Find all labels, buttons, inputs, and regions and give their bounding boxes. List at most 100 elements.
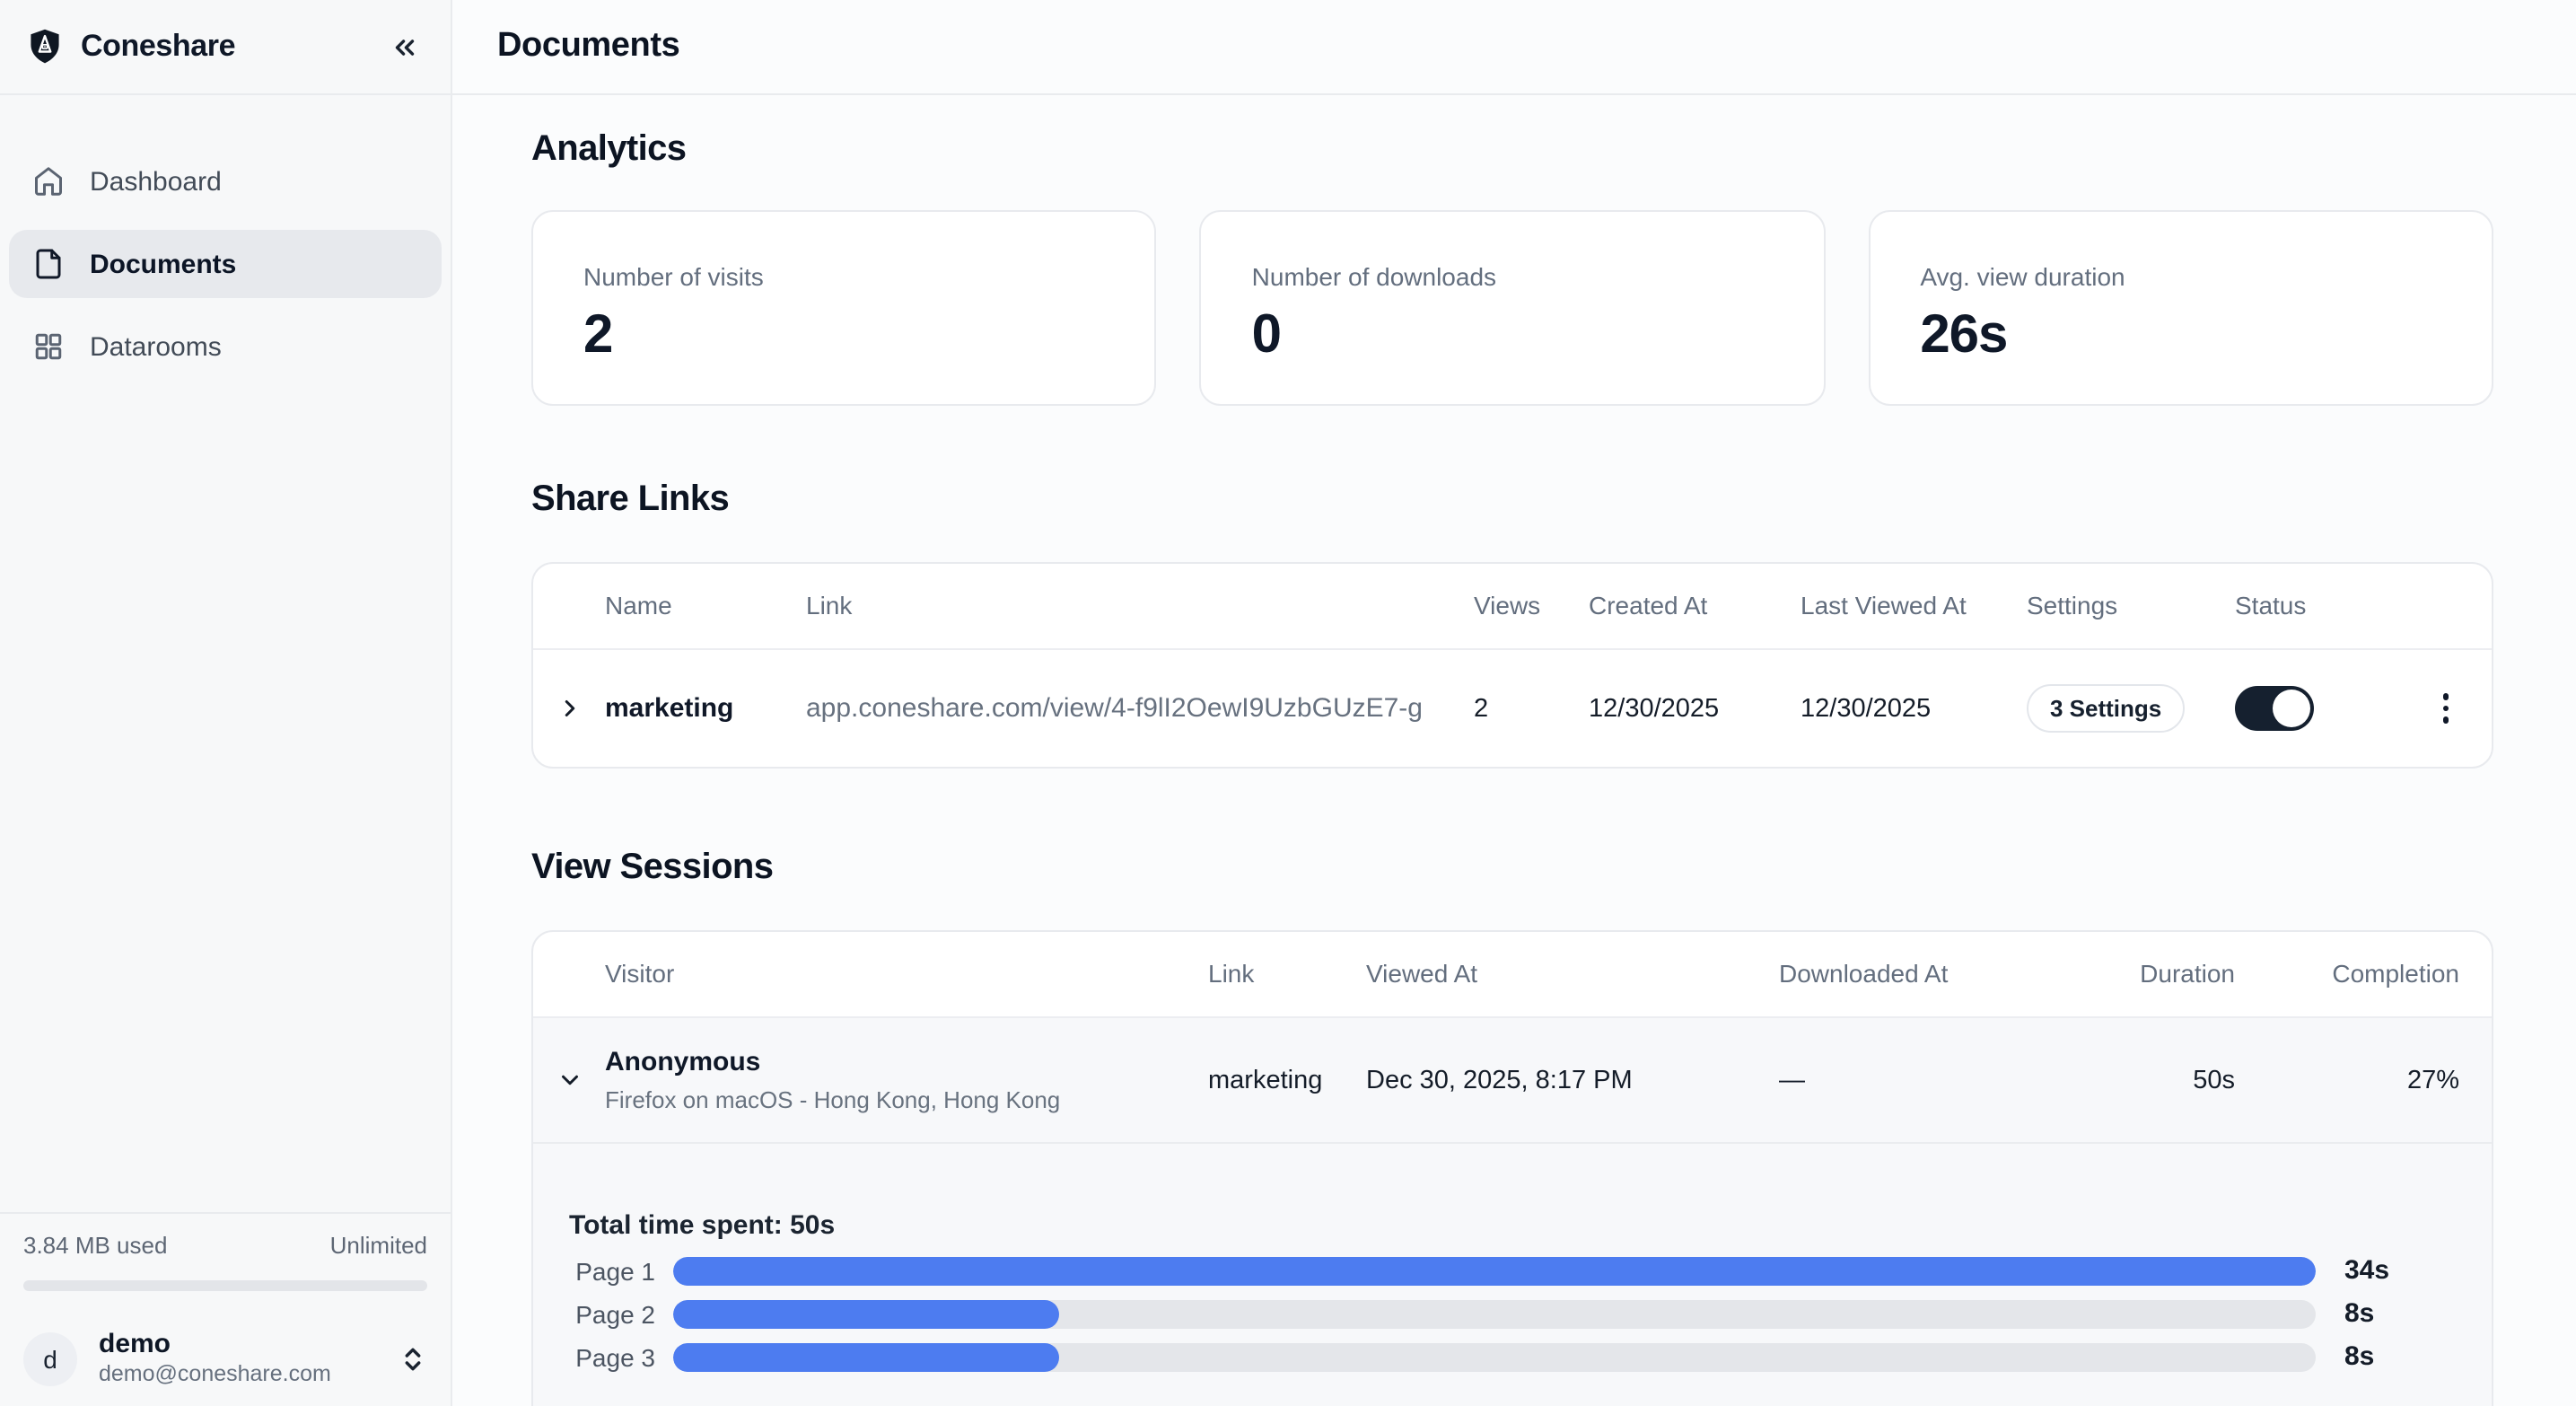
view-sessions-header-row: Visitor Link Viewed At Downloaded At Dur…	[533, 932, 2492, 1018]
share-link-row: marketing app.coneshare.com/view/4-f9lI2…	[533, 650, 2492, 767]
sidebar-footer: 3.84 MB used Unlimited d demo demo@cones…	[0, 1212, 451, 1406]
view-sessions-section-title: View Sessions	[531, 848, 774, 887]
sidebar-item-datarooms[interactable]: Datarooms	[9, 312, 442, 381]
share-link-url[interactable]: app.coneshare.com/view/4-f9lI2OewI9UzbGU…	[806, 693, 1423, 724]
page-bar-label: Page 2	[575, 1299, 655, 1328]
stat-value: 2	[583, 305, 613, 365]
page-bar-value: 8s	[2344, 1298, 2375, 1329]
session-completion: 27%	[2406, 1066, 2459, 1094]
stat-card-visits: Number of visits 2	[531, 210, 1157, 406]
analytics-section-title: Analytics	[531, 129, 687, 169]
storage-used-label: 3.84 MB used	[23, 1232, 168, 1259]
stat-card-downloads: Number of downloads 0	[1199, 210, 1826, 406]
column-header-views: Views	[1474, 591, 1541, 620]
stat-label: Number of visits	[583, 262, 764, 291]
visitor-meta: Firefox on macOS - Hong Kong, Hong Kong	[605, 1085, 1061, 1112]
column-header-completion: Completion	[2332, 959, 2459, 988]
page-bar-track	[673, 1299, 2316, 1328]
column-header-created-at: Created At	[1589, 591, 1708, 620]
share-link-created-at: 12/30/2025	[1589, 694, 1720, 723]
user-menu[interactable]: d demo demo@coneshare.com	[23, 1329, 427, 1388]
total-time-label: Total time spent: 50s	[569, 1210, 836, 1241]
home-icon	[35, 167, 62, 196]
column-header-last-viewed-at: Last Viewed At	[1801, 591, 1967, 620]
session-detail-panel: Total time spent: 50s Page 1 34s Page 2 8s P…	[533, 1144, 2492, 1406]
chevron-down-icon	[561, 1075, 577, 1085]
sidebar-item-label: Dashboard	[90, 166, 222, 197]
page-time-bar-row: Page 1 34s	[569, 1255, 2416, 1286]
main-area: Documents Analytics Number of visits 2 N…	[452, 0, 2576, 1406]
column-header-link: Link	[1208, 959, 1255, 988]
chevrons-up-down-icon[interactable]	[399, 1344, 427, 1373]
grid-icon	[35, 333, 62, 360]
stat-value: 0	[1251, 305, 1282, 365]
page-bar-fill	[673, 1299, 1060, 1328]
column-header-downloaded-at: Downloaded At	[1779, 959, 1949, 988]
page-bar-track	[673, 1342, 2316, 1371]
status-toggle[interactable]	[2235, 686, 2314, 731]
page-time-bars: Page 1 34s Page 2 8s Page 3 8s	[569, 1255, 2416, 1372]
sidebar-item-label: Datarooms	[90, 331, 222, 362]
user-name: demo	[99, 1329, 171, 1359]
page-bar-label: Page 3	[575, 1342, 655, 1371]
view-session-row: Anonymous Firefox on macOS - Hong Kong, …	[533, 1018, 2492, 1144]
page-bar-value: 34s	[2344, 1255, 2390, 1286]
session-downloaded-at: —	[1779, 1066, 1805, 1094]
column-header-status: Status	[2235, 591, 2307, 620]
sidebar-collapse-button[interactable]	[384, 27, 424, 66]
content: Analytics Number of visits 2 Number of d…	[452, 95, 2576, 1406]
column-header-viewed-at: Viewed At	[1366, 959, 1478, 988]
analytics-cards: Number of visits 2 Number of downloads 0…	[531, 210, 2493, 406]
sidebar-nav: Dashboard Documents Datarooms	[0, 95, 451, 1212]
page-bar-fill	[673, 1256, 2316, 1285]
column-header-duration: Duration	[2140, 959, 2235, 988]
page-bar-label: Page 1	[575, 1256, 655, 1285]
sidebar-header: Coneshare	[0, 0, 451, 95]
avatar: d	[23, 1331, 77, 1385]
share-link-last-viewed-at: 12/30/2025	[1801, 694, 1932, 723]
storage-progress-bar	[23, 1280, 427, 1291]
chevron-right-icon	[564, 700, 574, 716]
storage-usage: 3.84 MB used Unlimited	[23, 1232, 427, 1259]
column-header-name: Name	[605, 591, 672, 620]
topbar: Documents	[452, 0, 2576, 95]
page-bar-track	[673, 1256, 2316, 1285]
session-duration: 50s	[2193, 1066, 2235, 1094]
sidebar-item-label: Documents	[90, 249, 237, 279]
session-link: marketing	[1208, 1066, 1323, 1094]
user-email: demo@coneshare.com	[99, 1361, 331, 1386]
stat-card-avg-duration: Avg. view duration 26s	[1868, 210, 2493, 406]
status-cell	[2235, 686, 2400, 731]
column-header-link: Link	[806, 591, 853, 620]
user-meta: demo demo@coneshare.com	[99, 1329, 331, 1388]
settings-count-button[interactable]: 3 Settings	[2027, 684, 2186, 733]
stat-value: 26s	[1920, 305, 2008, 365]
page-time-bar-row: Page 3 8s	[569, 1341, 2416, 1372]
share-links-table: Name Link Views Created At Last Viewed A…	[531, 562, 2493, 769]
coneshare-logo-icon	[31, 29, 59, 64]
session-viewed-at: Dec 30, 2025, 8:17 PM	[1366, 1066, 1633, 1094]
share-link-name: marketing	[605, 693, 734, 724]
expand-row-button[interactable]	[533, 695, 605, 722]
sidebar-item-documents[interactable]: Documents	[9, 230, 442, 298]
share-links-header-row: Name Link Views Created At Last Viewed A…	[533, 564, 2492, 650]
chevrons-left-icon	[394, 39, 414, 55]
visitor-cell: Anonymous Firefox on macOS - Hong Kong, …	[605, 1046, 1208, 1114]
column-header-settings: Settings	[2027, 591, 2118, 620]
storage-limit-label: Unlimited	[329, 1232, 427, 1259]
brand-name: Coneshare	[81, 29, 236, 63]
page-bar-value: 8s	[2344, 1341, 2375, 1372]
share-links-section-title: Share Links	[531, 479, 730, 519]
row-actions-menu-button[interactable]	[2400, 693, 2492, 724]
settings-cell: 3 Settings	[2027, 684, 2235, 733]
document-icon	[36, 249, 61, 279]
sidebar-item-dashboard[interactable]: Dashboard	[9, 147, 442, 215]
stat-label: Avg. view duration	[1920, 262, 2125, 291]
toggle-knob	[2273, 690, 2310, 727]
share-link-views: 2	[1474, 694, 1489, 723]
column-header-visitor: Visitor	[605, 959, 675, 988]
page-bar-fill	[673, 1342, 1060, 1371]
page-title: Documents	[497, 27, 680, 65]
collapse-row-button[interactable]	[533, 1067, 605, 1094]
